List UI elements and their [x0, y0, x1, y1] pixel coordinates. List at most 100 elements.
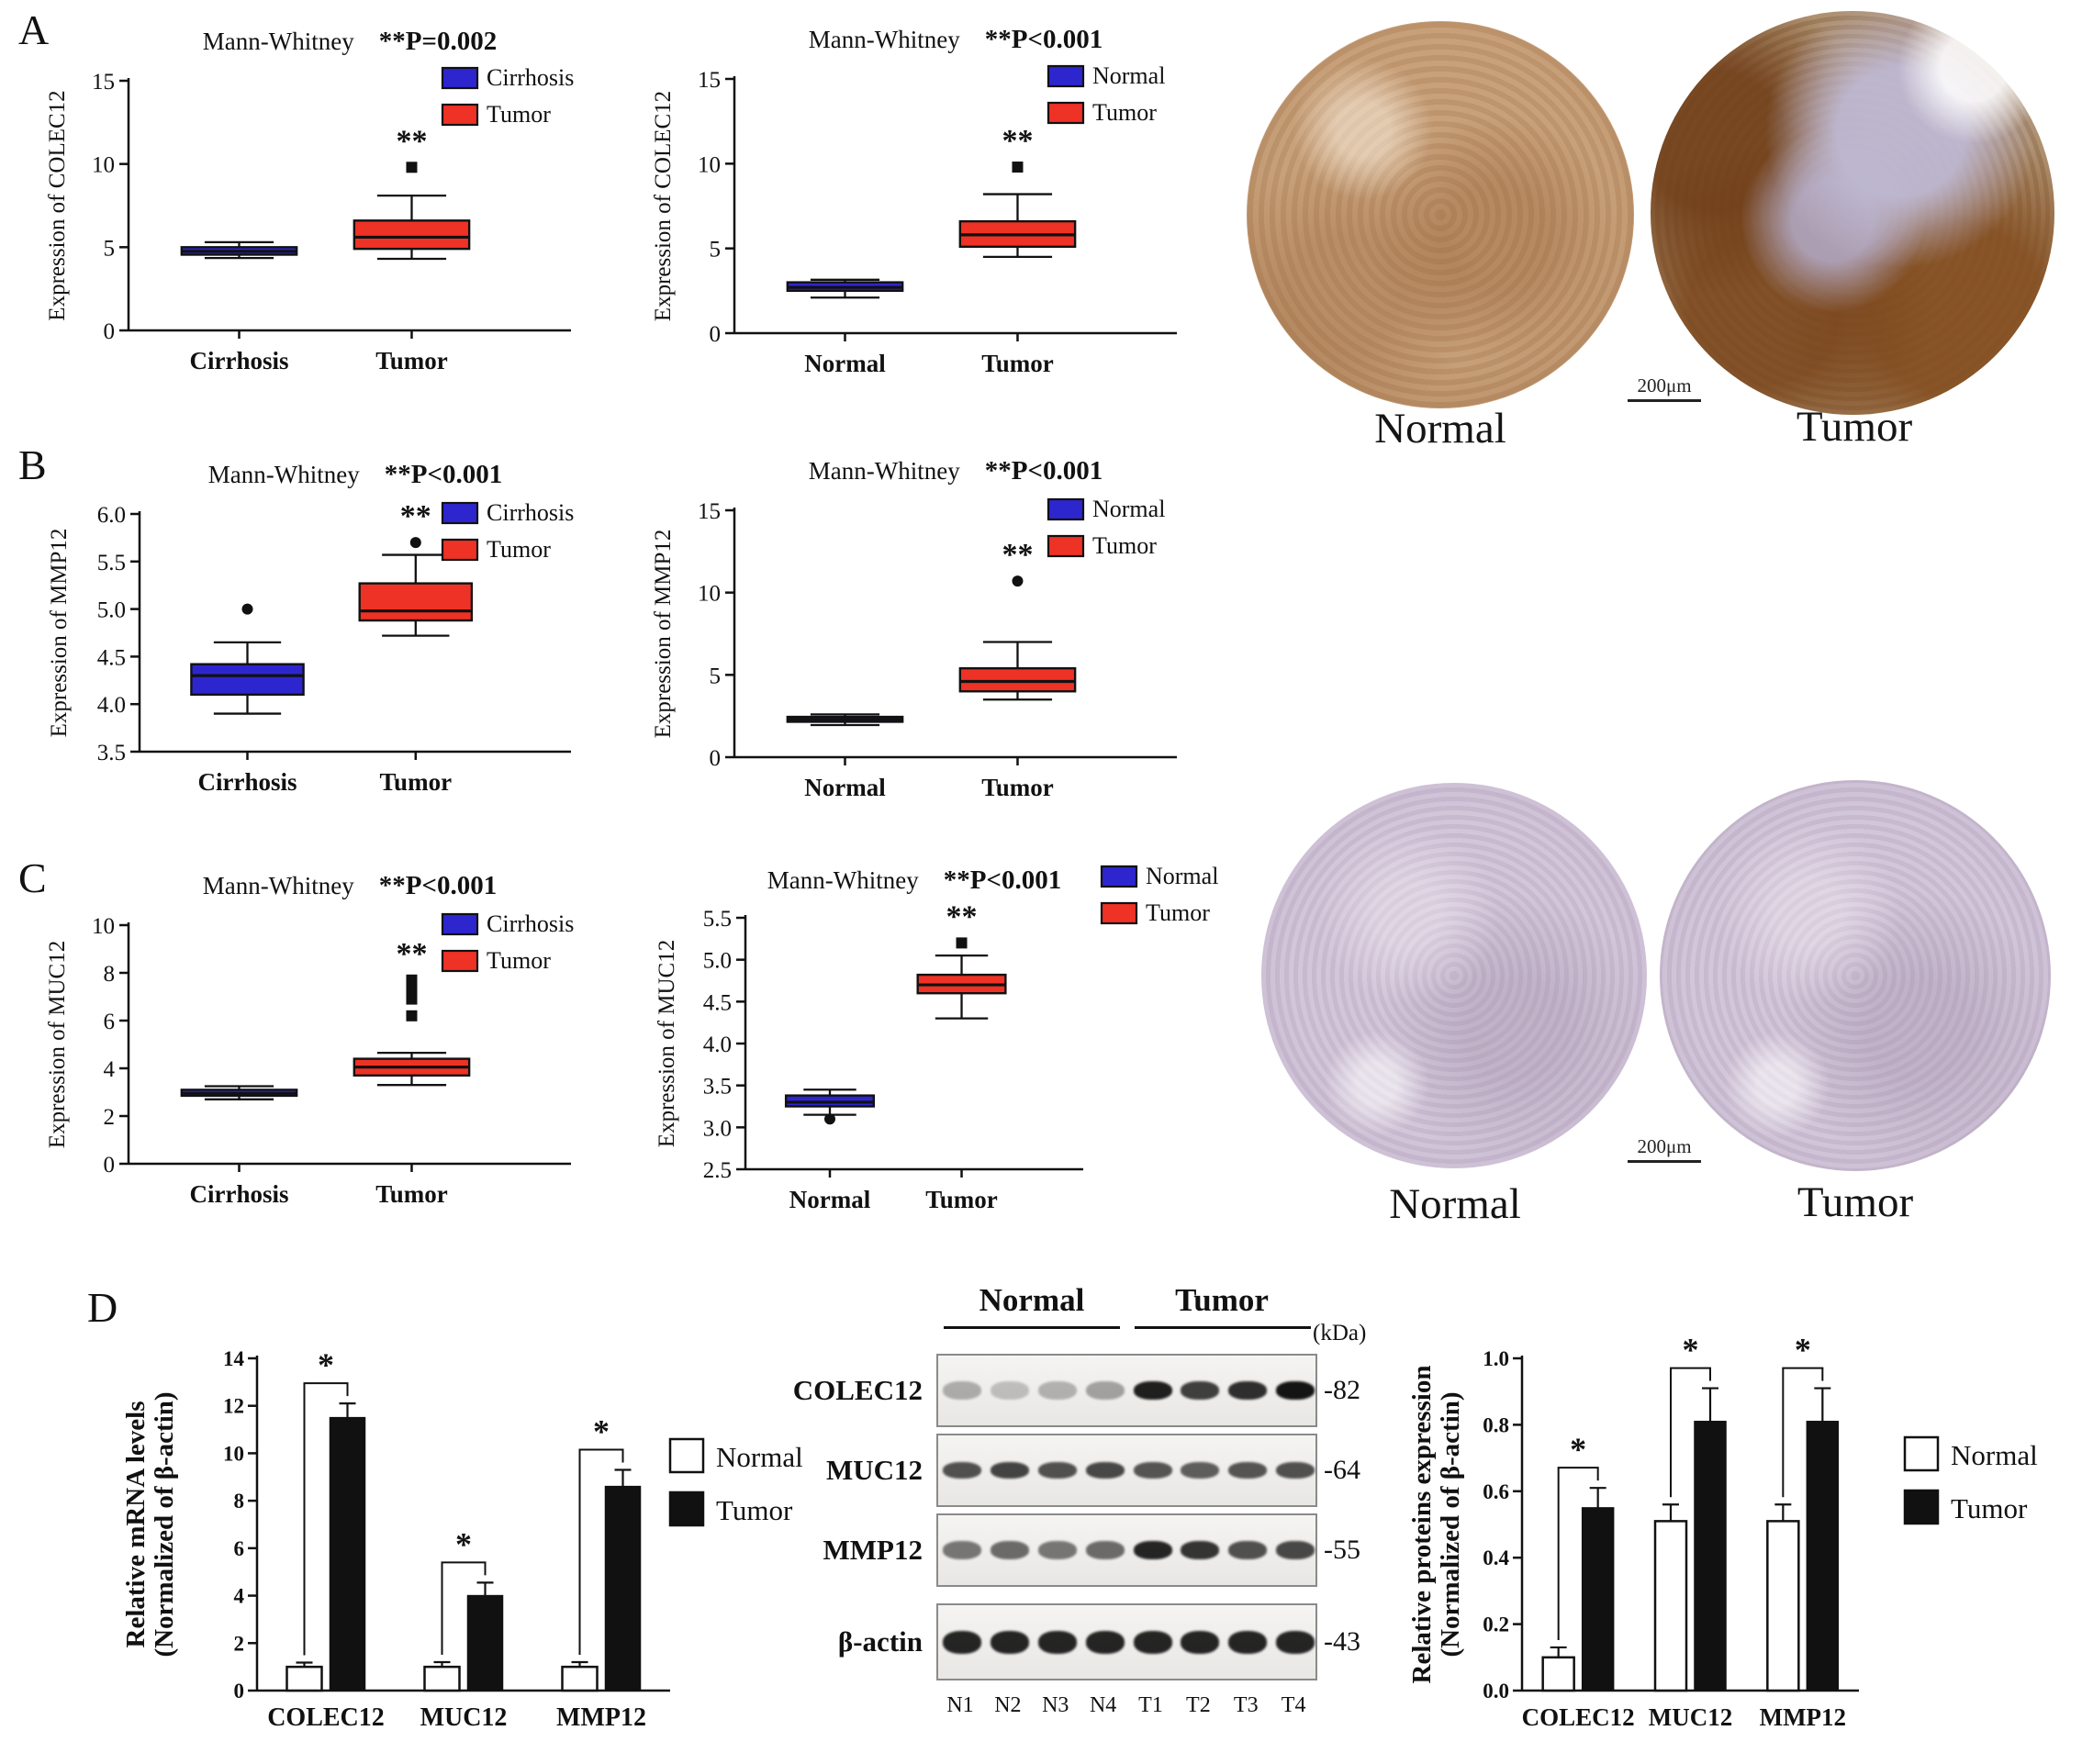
svg-text:MUC12: MUC12	[1649, 1703, 1732, 1731]
wb-band	[1037, 1541, 1077, 1559]
boxplot-muc12-normal-vs-tumor: Mann-Whitney **P<0.001 2.5 3.0 3.5 4.0 4.5 5.0…	[643, 854, 1253, 1248]
svg-text:Tumor: Tumor	[487, 101, 551, 128]
boxplot-svg-C2: Mann-Whitney **P<0.001 2.5 3.0 3.5 4.0 4.5 5.0…	[655, 863, 1218, 1213]
svg-text:Normal: Normal	[804, 350, 886, 377]
wb-band	[943, 1381, 981, 1400]
svg-text:4.0: 4.0	[703, 1033, 732, 1057]
wb-band	[1133, 1541, 1172, 1559]
ihc-image-normal-tissue	[1261, 783, 1647, 1168]
wb-group-header-tumor: Tumor	[1175, 1282, 1269, 1318]
svg-text:2: 2	[234, 1632, 245, 1655]
svg-text:8: 8	[104, 962, 116, 987]
svg-text:MMP12: MMP12	[1760, 1703, 1846, 1731]
wb-band	[1133, 1630, 1172, 1654]
wb-band	[1037, 1630, 1077, 1654]
wb-protein-label: MMP12	[823, 1534, 923, 1566]
panel-label-d: D	[87, 1284, 118, 1331]
svg-text:Normal: Normal	[716, 1441, 803, 1473]
svg-text:15: 15	[92, 70, 115, 95]
ihc-panel-muc12: 200μm Normal Tumor	[1235, 776, 2075, 1253]
svg-text:5.0: 5.0	[97, 598, 126, 623]
svg-text:Tumor: Tumor	[1951, 1492, 2028, 1524]
wb-lane-label: T1	[1138, 1693, 1163, 1717]
svg-text:COLEC12: COLEC12	[1522, 1703, 1635, 1731]
svg-text:4.0: 4.0	[97, 693, 126, 718]
svg-text:**: **	[1002, 124, 1033, 158]
svg-text:0.4: 0.4	[1483, 1546, 1509, 1569]
svg-text:*: *	[455, 1525, 472, 1562]
wb-band	[990, 1630, 1029, 1654]
svg-text:5: 5	[710, 238, 722, 262]
svg-text:5.5: 5.5	[703, 907, 732, 932]
wb-protein-label: MUC12	[825, 1454, 923, 1486]
svg-text:6.0: 6.0	[97, 503, 126, 528]
ihc-label-normal: Normal	[1374, 405, 1506, 452]
svg-text:3.0: 3.0	[703, 1116, 732, 1141]
svg-text:**: **	[396, 937, 427, 971]
wb-band	[1133, 1462, 1172, 1479]
wb-kda-value: -82	[1324, 1375, 1360, 1405]
svg-text:0.2: 0.2	[1483, 1613, 1509, 1636]
svg-text:0.8: 0.8	[1483, 1413, 1509, 1436]
svg-text:*: *	[1795, 1332, 1811, 1368]
wb-band	[1228, 1541, 1268, 1559]
svg-text:Mann-Whitney **P<0.001: Mann-Whitney **P<0.001	[809, 25, 1103, 54]
svg-text:Tumor: Tumor	[375, 1180, 448, 1208]
wb-kda-value: -64	[1324, 1455, 1360, 1485]
wb-lane-label: N2	[994, 1693, 1022, 1717]
wb-kda-value: -55	[1324, 1535, 1360, 1565]
wb-lane-label: T4	[1281, 1693, 1306, 1717]
boxplot-colec12-normal-vs-tumor: Mann-Whitney **P<0.001 0 5 10 15 Expression o…	[643, 7, 1221, 425]
svg-text:2.5: 2.5	[703, 1158, 732, 1183]
svg-text:Tumor: Tumor	[1092, 532, 1157, 559]
svg-text:1.0: 1.0	[1483, 1347, 1509, 1370]
svg-text:10: 10	[223, 1442, 244, 1465]
svg-text:0: 0	[710, 746, 722, 771]
svg-text:Cirrhosis: Cirrhosis	[190, 347, 289, 374]
svg-text:15: 15	[698, 68, 721, 93]
scale-bar-line	[1628, 1160, 1701, 1163]
svg-text:Cirrhosis: Cirrhosis	[487, 64, 574, 91]
wb-band	[1228, 1462, 1268, 1479]
ihc-label-normal: Normal	[1389, 1180, 1521, 1228]
wb-blot-strip	[936, 1354, 1317, 1427]
svg-text:5: 5	[710, 664, 722, 688]
wb-underline-tumor	[1135, 1326, 1311, 1329]
svg-text:Mann-Whitney **P<0.001: Mann-Whitney **P<0.001	[809, 456, 1103, 486]
svg-text:2: 2	[104, 1105, 116, 1130]
svg-text:Mann-Whitney **P=0.002: Mann-Whitney **P=0.002	[203, 27, 497, 56]
svg-text:10: 10	[698, 582, 721, 607]
svg-text:Tumor: Tumor	[1092, 99, 1157, 126]
svg-text:0: 0	[104, 1153, 116, 1178]
wb-band	[943, 1541, 981, 1559]
wb-band	[943, 1462, 981, 1479]
svg-text:Tumor: Tumor	[981, 774, 1054, 801]
svg-text:Expression of MMP12: Expression of MMP12	[47, 529, 72, 738]
wb-band	[990, 1462, 1029, 1479]
wb-protein-label: β-actin	[837, 1625, 923, 1658]
svg-text:Normal: Normal	[1092, 62, 1165, 89]
wb-blot-strip	[936, 1513, 1317, 1587]
wb-band	[1037, 1462, 1077, 1479]
svg-text:Normal: Normal	[1146, 863, 1218, 889]
svg-text:Expression of MMP12: Expression of MMP12	[651, 530, 676, 739]
wb-lane-label: N3	[1042, 1693, 1069, 1717]
svg-text:Normal: Normal	[1951, 1439, 2038, 1471]
boxplot-svg-B2: Mann-Whitney **P<0.001 0 5 10 15 Expression o…	[651, 456, 1177, 801]
boxplot-colec12-cirrhosis-vs-tumor: Mann-Whitney **P=0.002 0 5 10 15 Expression o…	[37, 9, 615, 422]
svg-text:Normal: Normal	[789, 1186, 871, 1213]
svg-text:COLEC12: COLEC12	[267, 1703, 385, 1732]
scale-bar-label: 200μm	[1637, 374, 1692, 396]
svg-text:10: 10	[92, 153, 115, 178]
svg-text:Tumor: Tumor	[716, 1494, 793, 1526]
svg-text:Expression of MUC12: Expression of MUC12	[45, 941, 70, 1148]
svg-text:Mann-Whitney **P<0.001: Mann-Whitney **P<0.001	[203, 871, 497, 900]
boxplot-svg-C1: Mann-Whitney **P<0.001 0 2 4 6 8 10 Expression …	[45, 871, 574, 1208]
svg-text:**: **	[400, 499, 431, 533]
wb-band	[1276, 1381, 1315, 1400]
western-blot-panel: Normal Tumor (kDa) COLEC12 -82 MUC12 -64 MMP12 -…	[771, 1280, 1414, 1739]
ihc-image-tumor-tissue	[1651, 11, 2054, 415]
svg-text:Expression of COLEC12: Expression of COLEC12	[651, 91, 676, 321]
wb-band	[1085, 1381, 1125, 1400]
svg-text:Cirrhosis: Cirrhosis	[190, 1180, 289, 1208]
